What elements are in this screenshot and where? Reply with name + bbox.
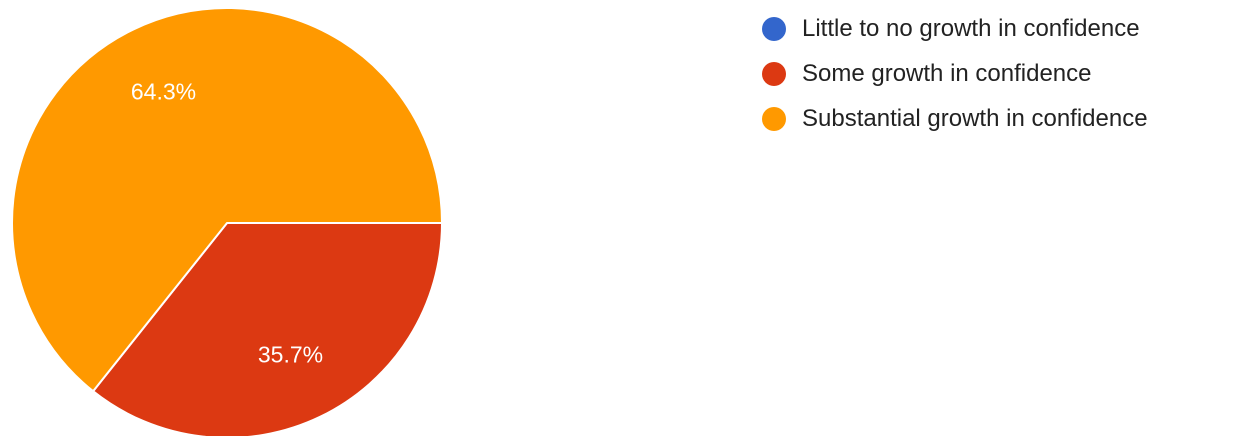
legend-swatch-some-growth — [762, 61, 786, 86]
legend-label-little-to-no-growth: Little to no growth in confidence — [802, 14, 1140, 42]
pie-slices — [11, 6, 443, 436]
legend-label-some-growth: Some growth in confidence — [802, 59, 1092, 87]
pie-slice-substantial-growth[interactable] — [11, 6, 443, 393]
legend-swatch-substantial-growth — [762, 106, 786, 131]
legend-item-little-to-no-growth[interactable]: Little to no growth in confidence — [762, 6, 1148, 51]
legend-item-some-growth[interactable]: Some growth in confidence — [762, 51, 1148, 96]
data-label-some-growth: 35.7% — [258, 342, 323, 368]
pie-slice-some-growth[interactable] — [92, 222, 443, 436]
legend-label-substantial-growth: Substantial growth in confidence — [802, 104, 1148, 132]
data-label-substantial-growth: 64.3% — [131, 78, 196, 104]
pie-slice-labels: 35.7% 64.3% — [131, 78, 323, 367]
legend-swatch-little-to-no-growth — [762, 16, 786, 41]
legend-item-substantial-growth[interactable]: Substantial growth in confidence — [762, 96, 1148, 141]
legend: Little to no growth in confidence Some g… — [762, 6, 1148, 141]
